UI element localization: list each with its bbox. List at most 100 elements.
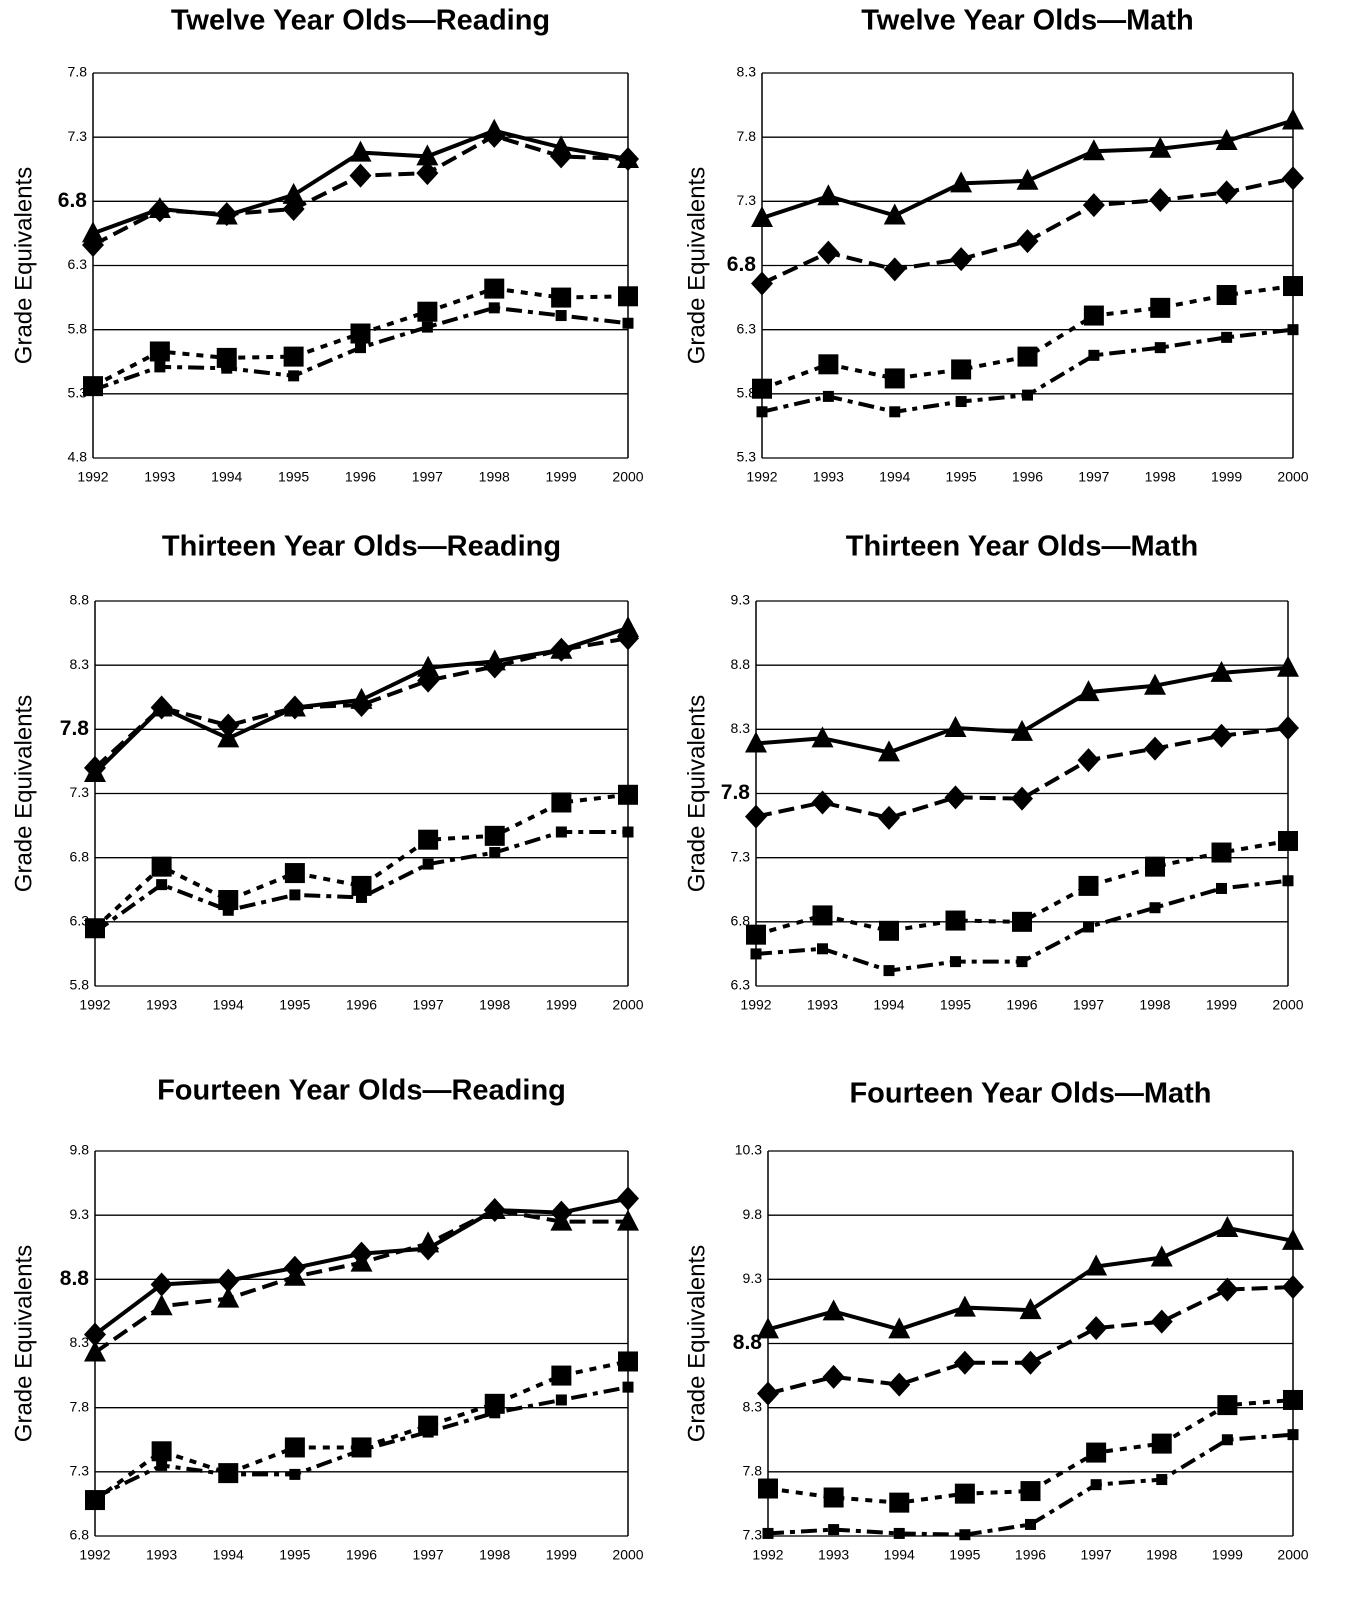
y-tick-label: 9.3 [743, 1270, 763, 1286]
square-marker [1221, 331, 1233, 343]
diamond-marker [1216, 1277, 1239, 1302]
y-tick-label: 6.8 [58, 189, 88, 212]
diamond-marker [150, 1272, 173, 1297]
square-marker [622, 1381, 634, 1393]
y-tick-label: 8.3 [737, 64, 757, 80]
y-tick-label: 5.8 [737, 385, 757, 401]
square-marker [555, 310, 567, 322]
y-tick-label: 6.8 [727, 253, 757, 276]
diamond-marker [878, 805, 900, 830]
square-marker [1211, 842, 1232, 863]
y-tick-label: 6.8 [70, 848, 90, 864]
y-tick-label: 6.8 [70, 1527, 90, 1543]
square-marker [89, 926, 101, 938]
triangle-marker [1149, 136, 1172, 158]
square-marker [1150, 297, 1171, 318]
triangle-marker [1216, 1216, 1239, 1237]
diamond-marker [215, 202, 238, 227]
square-marker [221, 362, 233, 374]
triangle-marker [1144, 673, 1166, 695]
triangle-marker [1011, 719, 1033, 741]
series-line [93, 1359, 629, 1502]
diamond-marker [1077, 748, 1100, 773]
diamond-marker [417, 668, 440, 693]
y-tick-label: 7.3 [743, 1527, 763, 1543]
x-tick-label: 1992 [752, 1547, 783, 1563]
square-marker [356, 891, 367, 903]
square-marker [1090, 1479, 1102, 1491]
y-tick-label: 7.8 [60, 717, 90, 740]
x-tick-label: 1993 [144, 469, 175, 485]
square-marker [889, 1492, 910, 1513]
x-tick-label: 1997 [1078, 469, 1109, 485]
square-marker [1025, 1518, 1036, 1530]
y-tick-label: 7.8 [70, 1398, 90, 1414]
series-line [761, 284, 1294, 391]
diamond-marker [350, 692, 373, 717]
square-marker [551, 287, 572, 308]
triangle-marker [1082, 139, 1105, 161]
x-tick-label: 1992 [79, 997, 110, 1013]
y-tick-label: 8.3 [70, 1334, 90, 1350]
diamond-marker [148, 198, 171, 223]
square-marker [884, 368, 905, 389]
square-marker [1151, 1433, 1172, 1454]
square-marker [484, 278, 505, 299]
diamond-marker [550, 637, 573, 662]
chart-title: Twelve Year Olds—Math [861, 5, 1194, 37]
diamond-marker [1150, 1309, 1173, 1334]
square-marker [818, 354, 839, 375]
x-tick-label: 1995 [940, 997, 971, 1013]
x-tick-label: 2000 [1277, 1547, 1308, 1563]
y-tick-label: 10.3 [735, 1142, 762, 1158]
y-tick-label: 9.3 [731, 592, 751, 608]
square-marker [1086, 1442, 1107, 1463]
chart-title: Twelve Year Olds—Reading [171, 5, 550, 37]
x-tick-label: 1992 [746, 469, 777, 485]
triangle-marker [1077, 680, 1100, 702]
x-tick-label: 1994 [213, 997, 244, 1013]
y-tick-label: 5.8 [70, 977, 90, 993]
square-marker [1216, 882, 1227, 894]
square-marker [1022, 389, 1033, 401]
square-marker [954, 1483, 975, 1504]
square-marker [555, 826, 567, 838]
diamond-marker [1016, 229, 1039, 254]
diamond-marker [82, 232, 104, 257]
triangle-marker [811, 726, 834, 748]
diamond-marker [350, 1241, 373, 1266]
series-line [755, 726, 1289, 820]
diamond-marker [1277, 716, 1299, 741]
diamond-marker [1082, 193, 1105, 218]
x-tick-label: 1994 [873, 997, 904, 1013]
triangle-marker [349, 140, 372, 162]
chart-title: Thirteen Year Olds—Math [846, 531, 1198, 563]
diamond-marker [84, 1322, 106, 1347]
square-marker [222, 1468, 234, 1480]
y-tick-label: 7.3 [731, 848, 751, 864]
triangle-marker [217, 1286, 240, 1308]
diamond-marker [483, 654, 506, 679]
x-tick-label: 1996 [346, 997, 377, 1013]
y-tick-label: 5.8 [68, 320, 88, 336]
x-tick-label: 1995 [279, 1547, 310, 1563]
triangle-marker [757, 1317, 779, 1339]
triangle-marker [1016, 168, 1039, 190]
diamond-marker [84, 755, 106, 780]
diamond-marker [1282, 1275, 1304, 1300]
square-marker [555, 1394, 567, 1406]
diamond-marker [417, 1236, 440, 1261]
square-marker [156, 879, 168, 891]
y-axis-label: Grade Equivalents [683, 1245, 710, 1442]
y-tick-label: 9.8 [70, 1142, 90, 1158]
x-tick-label: 1997 [413, 997, 444, 1013]
square-marker [1083, 305, 1104, 326]
square-marker [1278, 830, 1298, 851]
x-tick-label: 1993 [146, 997, 177, 1013]
diamond-marker [550, 1200, 573, 1225]
square-marker [1154, 342, 1166, 354]
y-tick-label: 7.8 [68, 64, 88, 80]
diamond-marker [757, 1381, 779, 1406]
diamond-marker [550, 144, 573, 169]
